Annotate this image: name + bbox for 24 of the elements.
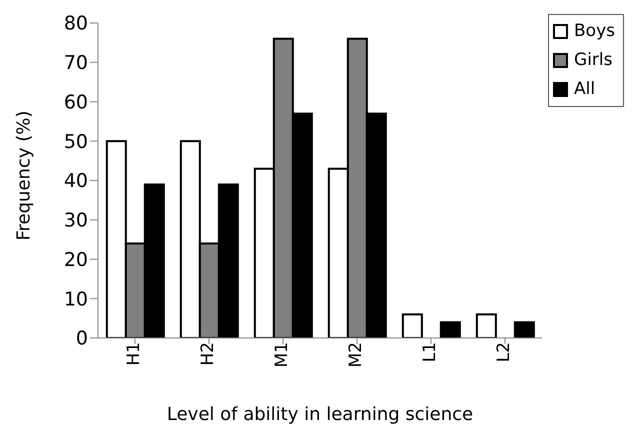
y-tick-label: 0 [76, 328, 88, 350]
legend-label: Boys [574, 20, 615, 43]
bar [514, 321, 535, 338]
bar [402, 313, 423, 338]
x-tick-label: H1 [124, 342, 144, 366]
y-tick-label: 50 [64, 130, 88, 153]
x-tick-label: L2 [494, 342, 514, 362]
bar [440, 321, 461, 338]
x-axis-title: Level of ability in learning science [166, 404, 474, 425]
y-tick-label: 80 [64, 12, 88, 35]
y-tick-label: 30 [64, 210, 88, 232]
legend-label: Girls [574, 49, 612, 72]
x-tick-label: H2 [198, 342, 218, 366]
x-tick-label: M2 [346, 342, 366, 368]
y-axis-title: Frequency (%) [13, 110, 34, 240]
y-tick-label: 40 [64, 170, 88, 192]
bar [476, 313, 497, 338]
x-tick-label: L1 [420, 342, 440, 362]
y-tick-label: 70 [64, 52, 88, 74]
legend-label: All [574, 78, 596, 101]
y-tick-label: 60 [64, 91, 88, 114]
x-tick-label: M1 [272, 342, 292, 368]
y-tick-label: 10 [64, 288, 88, 310]
y-tick-label: 20 [64, 248, 88, 271]
